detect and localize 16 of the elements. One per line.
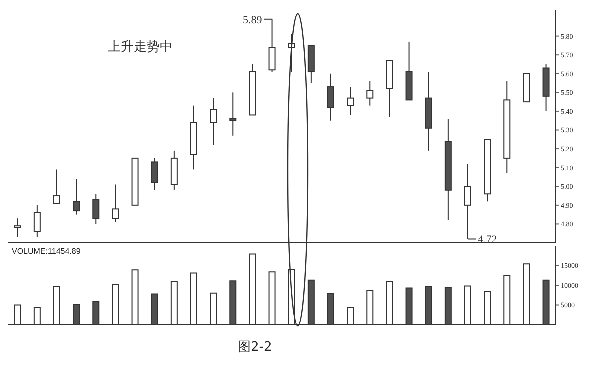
annotation: 上升走势中: [108, 39, 173, 56]
caption: 图2-2: [238, 339, 272, 356]
candlestick: [230, 92, 237, 136]
candlestick: [14, 218, 22, 238]
candlestick: [327, 73, 334, 122]
candlestick: [73, 178, 80, 216]
annotation: 5.89: [243, 14, 263, 26]
candlestick: [112, 184, 120, 223]
candlestick: [151, 158, 158, 191]
candlestick: [34, 204, 41, 238]
candlestick: [347, 86, 354, 116]
candlestick: [366, 80, 374, 106]
chart-title: VOLUME:11454.89: [12, 247, 81, 256]
candlestick: [210, 98, 218, 146]
candlestick: [92, 194, 100, 225]
candlestick: [53, 169, 60, 204]
